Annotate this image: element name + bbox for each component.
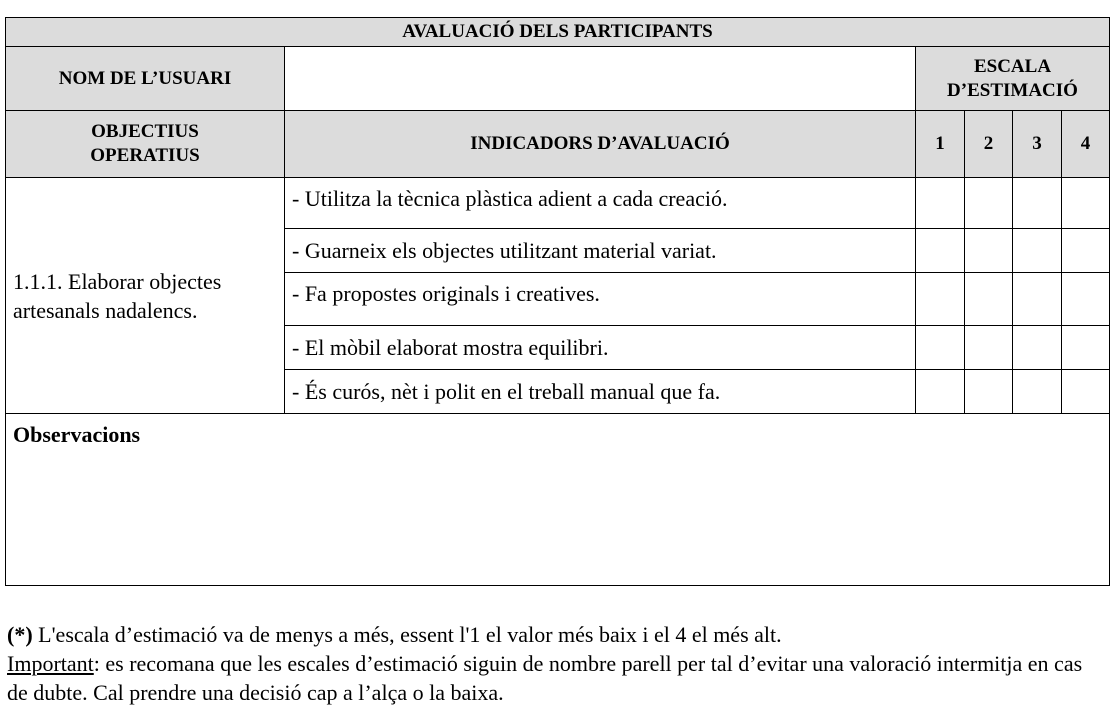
objective-cell: 1.1.1. Elaborar objectes artesanals nada…: [5, 177, 285, 414]
score-cell[interactable]: [1060, 272, 1111, 326]
score-cell[interactable]: [1012, 272, 1062, 326]
score-cell[interactable]: [1012, 177, 1062, 229]
score-cell[interactable]: [964, 369, 1013, 414]
score-cell[interactable]: [1060, 228, 1111, 273]
table-row: - És curós, nèt i polit en el treball ma…: [6, 369, 1111, 414]
score-cell[interactable]: [915, 228, 965, 273]
important-label: Important: [7, 651, 94, 676]
scale-header-4: 4: [1060, 110, 1111, 178]
note-line-1: L'escala d’estimació va de menys a més, …: [32, 622, 782, 647]
score-cell[interactable]: [1060, 369, 1111, 414]
indicator: - Guarneix els objectes utilitzant mater…: [284, 228, 916, 273]
observations-cell[interactable]: Observacions: [4, 413, 1111, 586]
table-title: AVALUACIÓ DELS PARTICIPANTS: [4, 17, 1111, 47]
scale-header-1: 1: [915, 110, 965, 178]
score-cell[interactable]: [915, 272, 965, 326]
indicators-header: INDICADORS D’AVALUACIÓ: [284, 110, 916, 178]
indicator: - És curós, nèt i polit en el treball ma…: [284, 369, 916, 414]
score-cell[interactable]: [1012, 228, 1062, 273]
indicator: - Utilitza la tècnica plàstica adient a …: [284, 177, 916, 229]
user-name-field[interactable]: [284, 46, 916, 111]
notes: (*) L'escala d’estimació va de menys a m…: [7, 620, 1107, 707]
observations-label: Observacions: [13, 422, 141, 447]
scale-label: ESCALA D’ESTIMACIÓ: [914, 46, 1111, 111]
indicator: - El mòbil elaborat mostra equilibri.: [284, 325, 916, 370]
evaluation-table: AVALUACIÓ DELS PARTICIPANTS NOM DE L’USU…: [4, 17, 1111, 586]
score-cell[interactable]: [1012, 369, 1062, 414]
score-cell[interactable]: [964, 272, 1013, 326]
score-cell[interactable]: [1012, 325, 1062, 370]
indicator: - Fa propostes originals i creatives.: [284, 272, 916, 326]
score-cell[interactable]: [1060, 325, 1111, 370]
table-row: - El mòbil elaborat mostra equilibri.: [6, 325, 1111, 370]
table-row: - Fa propostes originals i creatives.: [6, 272, 1111, 326]
user-name-label: NOM DE L’USUARI: [5, 46, 285, 111]
score-cell[interactable]: [964, 177, 1013, 229]
asterisk: (*): [7, 622, 33, 647]
note-line-2: : es recomana que les escales d’estimaci…: [7, 651, 1083, 705]
score-cell[interactable]: [915, 369, 965, 414]
table-row: 1.1.1. Elaborar objectes artesanals nada…: [5, 177, 1111, 414]
score-cell[interactable]: [915, 325, 965, 370]
scale-header-2: 2: [964, 110, 1013, 178]
objectives-header: OBJECTIUS OPERATIUS: [5, 110, 285, 178]
score-cell[interactable]: [915, 177, 965, 229]
score-cell[interactable]: [1060, 177, 1111, 229]
scale-header-3: 3: [1012, 110, 1062, 178]
score-cell[interactable]: [964, 228, 1013, 273]
score-cell[interactable]: [964, 325, 1013, 370]
